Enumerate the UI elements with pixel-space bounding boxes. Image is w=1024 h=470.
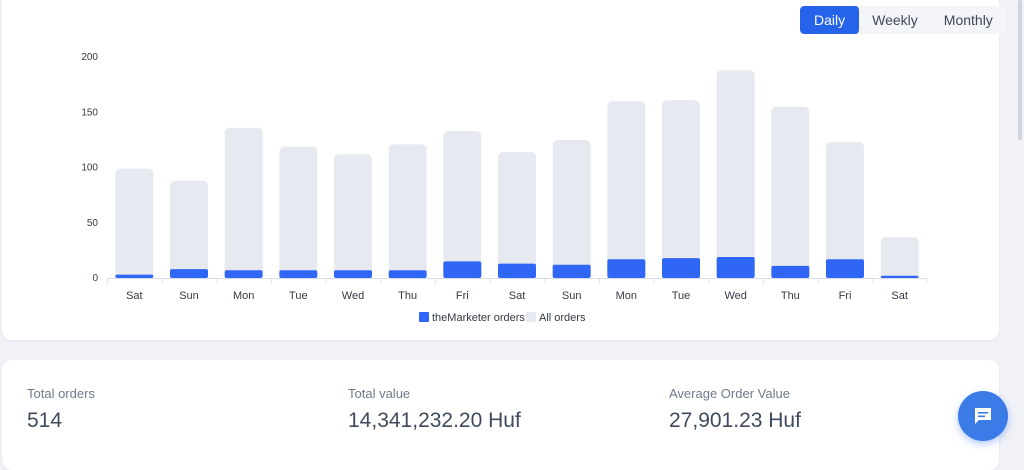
bar-themarketer-orders (771, 265, 810, 278)
bar-themarketer-orders (498, 263, 536, 278)
bar-themarketer-orders (170, 269, 208, 278)
bar-all-orders (115, 168, 154, 278)
legend-swatch-all-orders (526, 312, 536, 322)
tab-monthly[interactable]: Monthly (931, 6, 1006, 34)
page-scrollbar[interactable] (1018, 0, 1022, 140)
y-tick-label: 0 (92, 273, 98, 284)
total-orders-value: 514 (27, 409, 63, 432)
period-toggle: Daily Weekly Monthly (800, 6, 1006, 34)
y-tick-label: 150 (81, 107, 98, 118)
bar-themarketer-orders (388, 270, 427, 278)
x-tick-label: Sat (126, 290, 143, 302)
x-tick-label: Tue (672, 290, 691, 302)
bar-all-orders (662, 100, 700, 278)
bar-themarketer-orders (880, 275, 919, 278)
bar-all-orders (388, 144, 427, 278)
y-tick-label: 200 (81, 52, 98, 63)
x-tick-label: Thu (398, 290, 417, 302)
bar-themarketer-orders (279, 270, 318, 278)
x-tick-label: Sat (891, 290, 908, 302)
bar-all-orders (170, 180, 208, 278)
chat-button[interactable] (958, 391, 1008, 441)
legend-label-themarketer: theMarketer orders (432, 312, 525, 324)
bar-themarketer-orders (716, 257, 755, 278)
bar-themarketer-orders (662, 258, 700, 278)
total-value-label: Total value (348, 386, 411, 401)
total-orders-stat: Total orders 514 (27, 386, 95, 433)
bar-themarketer-orders (115, 274, 154, 278)
legend-label-all-orders: All orders (539, 312, 586, 324)
bar-all-orders (880, 237, 919, 278)
x-tick-label: Sat (509, 290, 526, 302)
bar-all-orders (607, 101, 646, 278)
legend-swatch-themarketer (419, 312, 429, 322)
bar-all-orders (552, 139, 591, 278)
y-tick-label: 100 (81, 163, 98, 174)
x-tick-label: Sun (179, 290, 199, 302)
chat-bubble-icon (975, 408, 991, 424)
bar-themarketer-orders (607, 259, 646, 278)
bar-all-orders (279, 146, 318, 278)
x-tick-label: Mon (616, 290, 637, 302)
bar-all-orders (826, 142, 864, 278)
aov-label: Average Order Value (669, 386, 790, 401)
total-orders-label: Total orders (27, 386, 95, 401)
bar-all-orders (224, 127, 263, 278)
x-tick-label: Mon (233, 290, 254, 302)
bar-themarketer-orders (552, 264, 591, 278)
x-tick-label: Tue (289, 290, 308, 302)
aov-value: 27,901.23 Huf (669, 409, 801, 432)
bar-all-orders (498, 152, 536, 278)
bar-themarketer-orders (826, 259, 864, 278)
x-tick-label: Fri (456, 290, 469, 302)
x-tick-label: Fri (839, 290, 852, 302)
x-tick-label: Sun (562, 290, 582, 302)
bar-themarketer-orders (224, 270, 263, 278)
bar-themarketer-orders (443, 261, 482, 278)
x-tick-label: Thu (781, 290, 800, 302)
total-value-value: 14,341,232.20 Huf (348, 409, 521, 432)
aov-stat: Average Order Value 27,901.23 Huf (669, 386, 801, 433)
total-value-stat: Total value 14,341,232.20 Huf (348, 386, 521, 433)
bar-all-orders (443, 131, 482, 278)
bar-all-orders (771, 106, 810, 278)
y-tick-label: 50 (87, 218, 99, 229)
bar-themarketer-orders (334, 270, 372, 278)
x-tick-label: Wed (724, 290, 746, 302)
x-tick-label: Wed (342, 290, 364, 302)
bar-all-orders (716, 70, 755, 278)
tab-daily[interactable]: Daily (800, 6, 860, 34)
tab-weekly[interactable]: Weekly (859, 6, 931, 34)
bar-all-orders (334, 154, 372, 278)
orders-bar-chart: 0 50 100 150 200 Sat Sun Mon Tue Wed Thu Fri Sat Sun M… (81, 52, 927, 324)
